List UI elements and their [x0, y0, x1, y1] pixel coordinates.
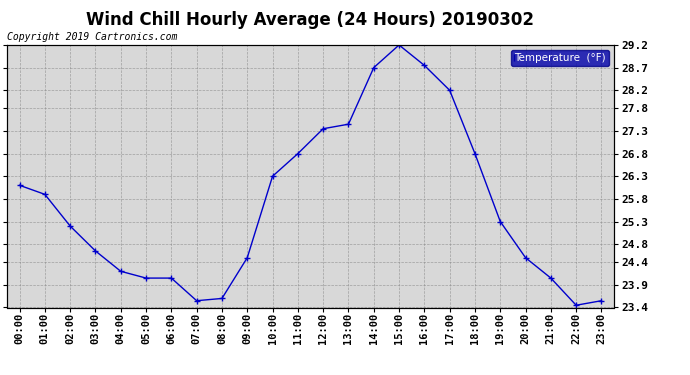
Text: Copyright 2019 Cartronics.com: Copyright 2019 Cartronics.com [7, 32, 177, 42]
Legend: Temperature  (°F): Temperature (°F) [511, 50, 609, 66]
Text: Wind Chill Hourly Average (24 Hours) 20190302: Wind Chill Hourly Average (24 Hours) 201… [86, 11, 535, 29]
